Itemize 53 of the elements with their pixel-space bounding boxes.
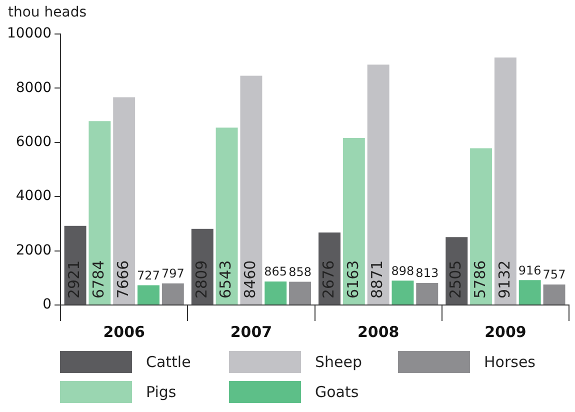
data-label: 797: [161, 266, 184, 281]
data-label: 813: [416, 266, 439, 280]
data-label: 757: [542, 268, 566, 282]
data-label: 916: [518, 263, 542, 278]
bar: [240, 76, 262, 304]
x-tick-label: 2009: [484, 322, 526, 341]
legend-label: Pigs: [146, 383, 176, 401]
data-label: 6163: [344, 260, 362, 298]
data-label: 858: [288, 264, 312, 279]
bar: [113, 97, 136, 304]
y-tick-label: 10000: [6, 26, 52, 42]
bar: [470, 148, 492, 304]
x-tick-label: 2007: [230, 322, 272, 341]
legend-label: Horses: [484, 353, 536, 371]
bar: [367, 64, 390, 304]
data-label: 6784: [90, 260, 108, 298]
y-tick-label: 2000: [16, 242, 52, 258]
bar: [264, 282, 287, 304]
bar: [543, 284, 566, 304]
legend-label: Goats: [315, 383, 359, 401]
data-label: 6543: [216, 260, 235, 298]
data-label: 727: [137, 268, 160, 282]
x-tick-label: 2008: [357, 322, 400, 341]
bar: [138, 285, 160, 304]
bar: [518, 280, 541, 304]
data-label: 2809: [192, 260, 210, 298]
y-tick-label: 6000: [16, 134, 52, 150]
data-label: 2921: [65, 260, 84, 298]
bar: [162, 283, 184, 304]
data-label: 2505: [446, 260, 465, 298]
bar: [88, 121, 111, 304]
bar: [289, 282, 312, 304]
data-label: 898: [391, 264, 414, 278]
data-label: 9132: [495, 260, 514, 298]
y-tick-label: 8000: [16, 80, 52, 96]
bar: [216, 128, 238, 304]
data-label: 5786: [470, 260, 489, 298]
y-axis-title: thou heads: [8, 4, 86, 21]
legend-label: Sheep: [315, 353, 362, 371]
bar: [342, 138, 365, 304]
bar: [494, 58, 516, 304]
data-label: 7666: [114, 260, 132, 298]
y-tick-label: 4000: [16, 188, 52, 204]
bar: [416, 282, 438, 304]
legend-label: Cattle: [146, 353, 191, 371]
y-tick-label: 0: [42, 296, 52, 313]
x-tick-label: 2006: [103, 322, 145, 341]
data-label: 865: [264, 264, 288, 279]
data-label: 8871: [368, 260, 386, 298]
bar: [392, 280, 414, 304]
data-label: 2676: [319, 260, 338, 298]
bar: [64, 226, 86, 304]
data-label: 8460: [241, 260, 260, 298]
